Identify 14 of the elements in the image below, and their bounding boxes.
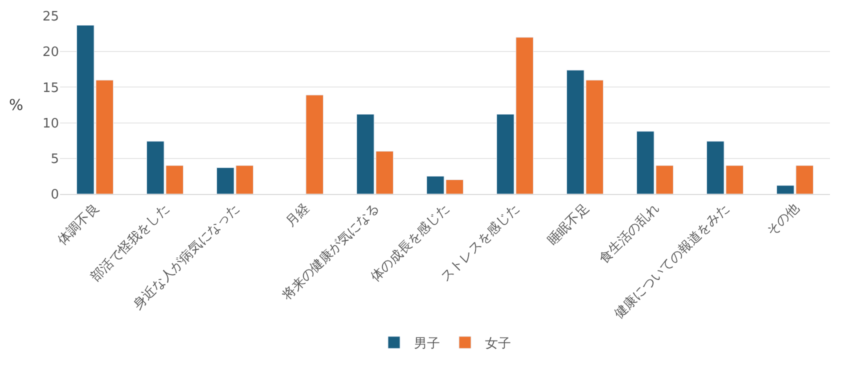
y-axis-title: %	[9, 96, 24, 114]
y-tick-label: 0	[50, 188, 59, 203]
y-tick-label: 5	[50, 152, 59, 167]
x-tick-label: 睡眠不足	[545, 200, 592, 248]
legend-label: 女子	[485, 336, 511, 352]
y-tick-label: 15	[42, 80, 59, 96]
x-tick-label: その他	[764, 200, 802, 240]
y-tick-label: 25	[42, 10, 59, 25]
legend-label: 男子	[414, 336, 440, 352]
x-tick-label: 月経	[283, 200, 312, 230]
x-tick-label: 体調不良	[55, 200, 102, 248]
y-tick-label: 20	[42, 45, 59, 60]
y-tick-label: 10	[42, 116, 59, 132]
bar	[306, 94, 324, 194]
